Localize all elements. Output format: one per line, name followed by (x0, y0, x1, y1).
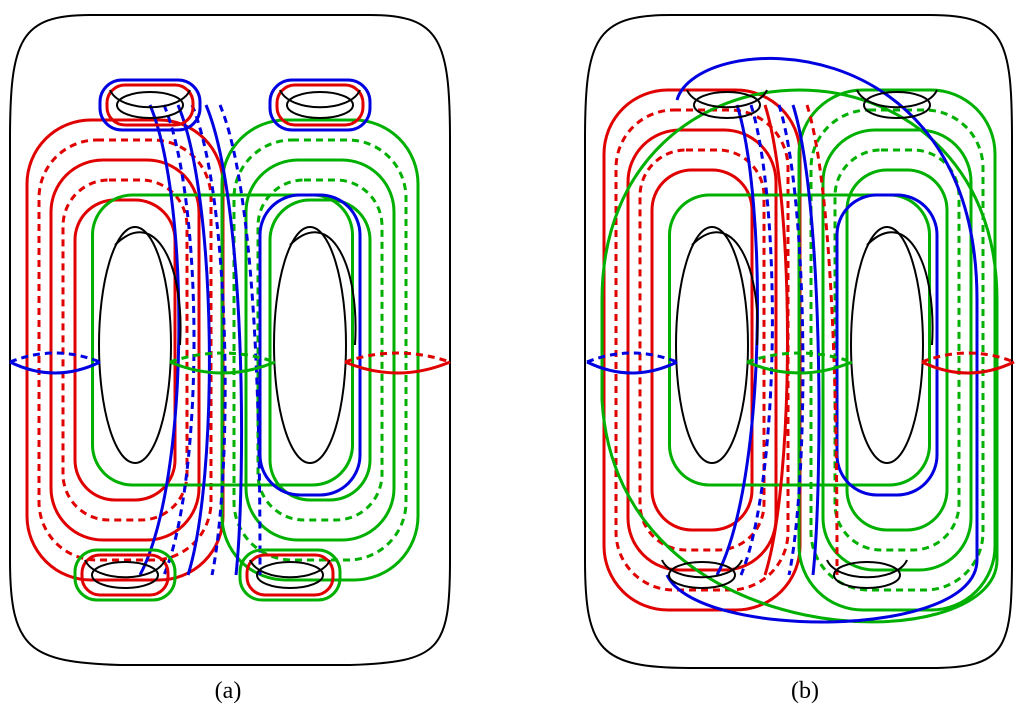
hole (99, 227, 171, 463)
panel-label: (a) (215, 678, 242, 704)
hole (676, 227, 748, 463)
curve (799, 90, 995, 610)
curve (270, 200, 370, 500)
handle (287, 92, 353, 118)
handle (92, 562, 158, 588)
curve (835, 150, 959, 550)
hole (851, 227, 923, 463)
curve (640, 150, 764, 550)
panel-b (585, 15, 1014, 668)
hole (274, 227, 346, 463)
figure: (a) (b) (0, 0, 1015, 717)
curve (140, 105, 179, 575)
panel-label: (b) (791, 678, 819, 704)
panel-a (10, 15, 450, 665)
curve (652, 170, 752, 530)
curve (10, 353, 100, 362)
handle (834, 562, 900, 588)
handle (257, 562, 323, 588)
handle (694, 92, 760, 118)
curve (10, 362, 100, 373)
